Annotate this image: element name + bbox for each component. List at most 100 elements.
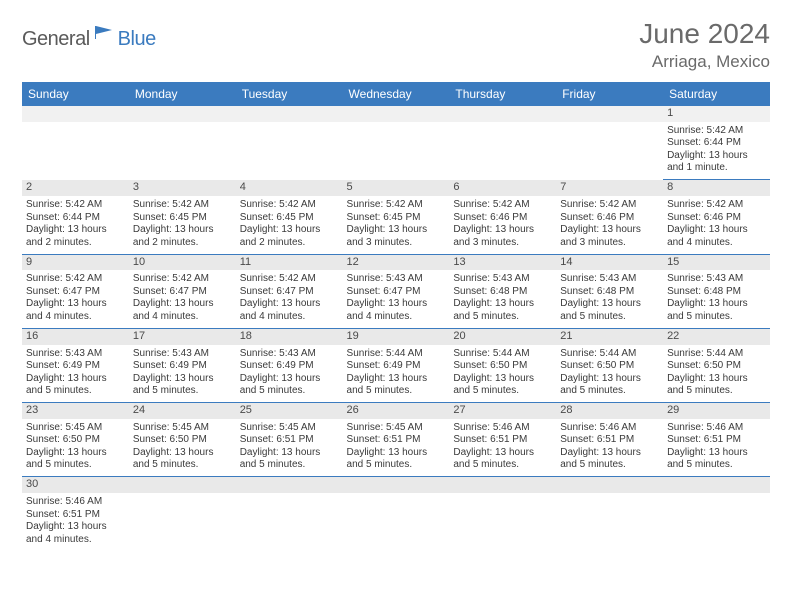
day-number-cell: 27 <box>449 403 556 419</box>
sunrise-text: Sunrise: 5:42 AM <box>133 199 232 212</box>
day-content-cell: Sunrise: 5:42 AMSunset: 6:46 PMDaylight:… <box>556 196 663 254</box>
day-content-cell: Sunrise: 5:42 AMSunset: 6:47 PMDaylight:… <box>236 270 343 328</box>
daylight-text: Daylight: 13 hours and 5 minutes. <box>133 447 232 472</box>
day-number-cell <box>449 106 556 122</box>
sunset-text: Sunset: 6:49 PM <box>240 360 339 373</box>
daynum-row: 16171819202122 <box>22 328 770 344</box>
daylight-text: Daylight: 13 hours and 4 minutes. <box>26 521 125 546</box>
daylight-text: Daylight: 13 hours and 5 minutes. <box>667 447 766 472</box>
daylight-text: Daylight: 13 hours and 5 minutes. <box>667 373 766 398</box>
sunrise-text: Sunrise: 5:46 AM <box>560 422 659 435</box>
day-content-cell: Sunrise: 5:46 AMSunset: 6:51 PMDaylight:… <box>449 419 556 477</box>
day-content-cell: Sunrise: 5:42 AMSunset: 6:45 PMDaylight:… <box>236 196 343 254</box>
daylight-text: Daylight: 13 hours and 2 minutes. <box>26 224 125 249</box>
day-content-cell: Sunrise: 5:43 AMSunset: 6:48 PMDaylight:… <box>449 270 556 328</box>
logo-text-general: General <box>22 28 90 51</box>
weekday-header: Friday <box>556 82 663 106</box>
weekday-header: Thursday <box>449 82 556 106</box>
day-content-cell: Sunrise: 5:45 AMSunset: 6:50 PMDaylight:… <box>22 419 129 477</box>
day-content-cell: Sunrise: 5:46 AMSunset: 6:51 PMDaylight:… <box>663 419 770 477</box>
day-content-cell: Sunrise: 5:43 AMSunset: 6:48 PMDaylight:… <box>663 270 770 328</box>
sunset-text: Sunset: 6:48 PM <box>667 286 766 299</box>
month-title: June 2024 <box>639 18 770 50</box>
day-number-cell <box>343 477 450 493</box>
day-number-cell: 29 <box>663 403 770 419</box>
day-content-cell: Sunrise: 5:42 AMSunset: 6:47 PMDaylight:… <box>22 270 129 328</box>
daylight-text: Daylight: 13 hours and 2 minutes. <box>240 224 339 249</box>
day-number-cell: 16 <box>22 328 129 344</box>
sunset-text: Sunset: 6:51 PM <box>560 434 659 447</box>
day-content-cell <box>22 122 129 180</box>
sunset-text: Sunset: 6:47 PM <box>133 286 232 299</box>
sunset-text: Sunset: 6:51 PM <box>667 434 766 447</box>
daynum-row: 1 <box>22 106 770 122</box>
sunrise-text: Sunrise: 5:42 AM <box>560 199 659 212</box>
sunrise-text: Sunrise: 5:43 AM <box>347 273 446 286</box>
day-content-cell <box>663 493 770 551</box>
sunrise-text: Sunrise: 5:44 AM <box>347 348 446 361</box>
content-row: Sunrise: 5:42 AMSunset: 6:44 PMDaylight:… <box>22 122 770 180</box>
sunset-text: Sunset: 6:45 PM <box>240 212 339 225</box>
day-number-cell: 10 <box>129 254 236 270</box>
daylight-text: Daylight: 13 hours and 2 minutes. <box>133 224 232 249</box>
day-content-cell <box>556 122 663 180</box>
sunrise-text: Sunrise: 5:45 AM <box>240 422 339 435</box>
day-content-cell: Sunrise: 5:42 AMSunset: 6:44 PMDaylight:… <box>663 122 770 180</box>
day-number-cell <box>129 477 236 493</box>
day-number-cell: 3 <box>129 180 236 196</box>
sunrise-text: Sunrise: 5:42 AM <box>133 273 232 286</box>
sunrise-text: Sunrise: 5:42 AM <box>240 273 339 286</box>
sunset-text: Sunset: 6:49 PM <box>26 360 125 373</box>
day-content-cell: Sunrise: 5:42 AMSunset: 6:46 PMDaylight:… <box>663 196 770 254</box>
daylight-text: Daylight: 13 hours and 5 minutes. <box>560 447 659 472</box>
sunset-text: Sunset: 6:48 PM <box>453 286 552 299</box>
day-number-cell: 6 <box>449 180 556 196</box>
day-number-cell: 25 <box>236 403 343 419</box>
sunset-text: Sunset: 6:45 PM <box>347 212 446 225</box>
daynum-row: 30 <box>22 477 770 493</box>
daylight-text: Daylight: 13 hours and 3 minutes. <box>347 224 446 249</box>
day-number-cell: 18 <box>236 328 343 344</box>
sunset-text: Sunset: 6:46 PM <box>667 212 766 225</box>
day-content-cell <box>449 122 556 180</box>
sunset-text: Sunset: 6:50 PM <box>26 434 125 447</box>
daylight-text: Daylight: 13 hours and 5 minutes. <box>560 298 659 323</box>
daylight-text: Daylight: 13 hours and 1 minute. <box>667 150 766 175</box>
day-number-cell <box>236 477 343 493</box>
day-content-cell: Sunrise: 5:46 AMSunset: 6:51 PMDaylight:… <box>22 493 129 551</box>
sunset-text: Sunset: 6:46 PM <box>453 212 552 225</box>
sunset-text: Sunset: 6:45 PM <box>133 212 232 225</box>
day-number-cell: 14 <box>556 254 663 270</box>
day-content-cell <box>236 122 343 180</box>
daylight-text: Daylight: 13 hours and 5 minutes. <box>453 373 552 398</box>
weekday-header: Saturday <box>663 82 770 106</box>
daylight-text: Daylight: 13 hours and 5 minutes. <box>453 298 552 323</box>
sunrise-text: Sunrise: 5:42 AM <box>347 199 446 212</box>
day-content-cell: Sunrise: 5:46 AMSunset: 6:51 PMDaylight:… <box>556 419 663 477</box>
daylight-text: Daylight: 13 hours and 5 minutes. <box>347 373 446 398</box>
sunset-text: Sunset: 6:51 PM <box>347 434 446 447</box>
day-number-cell: 5 <box>343 180 450 196</box>
sunset-text: Sunset: 6:47 PM <box>347 286 446 299</box>
day-content-cell <box>129 122 236 180</box>
sunset-text: Sunset: 6:48 PM <box>560 286 659 299</box>
day-number-cell <box>556 106 663 122</box>
sunset-text: Sunset: 6:44 PM <box>26 212 125 225</box>
day-number-cell: 17 <box>129 328 236 344</box>
sunrise-text: Sunrise: 5:42 AM <box>667 199 766 212</box>
day-number-cell: 30 <box>22 477 129 493</box>
sunrise-text: Sunrise: 5:42 AM <box>26 199 125 212</box>
day-number-cell <box>343 106 450 122</box>
daylight-text: Daylight: 13 hours and 5 minutes. <box>240 447 339 472</box>
day-number-cell: 13 <box>449 254 556 270</box>
sunrise-text: Sunrise: 5:42 AM <box>240 199 339 212</box>
location: Arriaga, Mexico <box>639 52 770 72</box>
day-number-cell: 1 <box>663 106 770 122</box>
day-content-cell: Sunrise: 5:42 AMSunset: 6:44 PMDaylight:… <box>22 196 129 254</box>
day-content-cell <box>343 493 450 551</box>
day-content-cell <box>236 493 343 551</box>
logo-text-blue: Blue <box>118 28 156 51</box>
sunset-text: Sunset: 6:47 PM <box>26 286 125 299</box>
flag-icon <box>94 24 116 45</box>
day-number-cell: 4 <box>236 180 343 196</box>
